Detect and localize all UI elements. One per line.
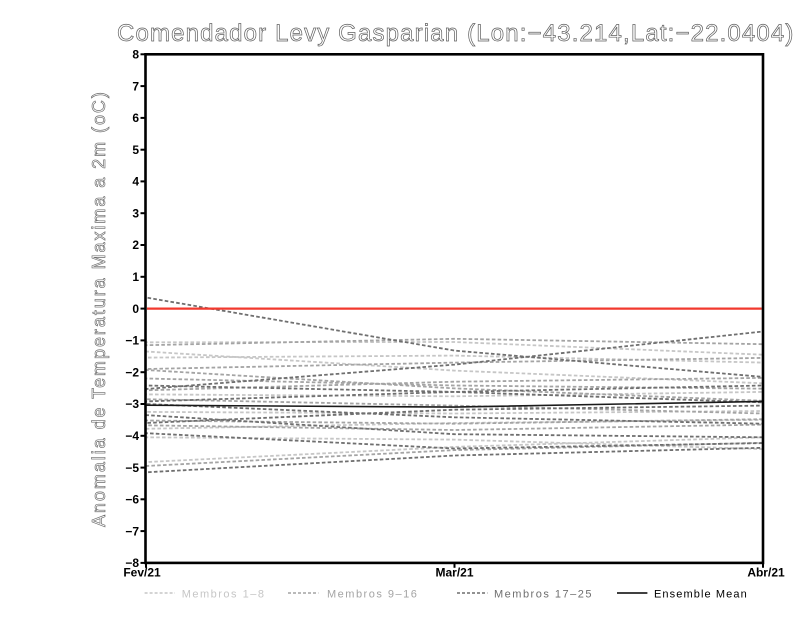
svg-text:Comendador Levy Gasparian (Lon: Comendador Levy Gasparian (Lon:−43.214,L… [117, 20, 795, 47]
svg-text:0: 0 [132, 302, 139, 316]
svg-text:2: 2 [132, 238, 139, 252]
svg-text:Mar/21: Mar/21 [435, 566, 473, 580]
svg-text:Membros 17–25: Membros 17–25 [494, 589, 593, 601]
svg-text:−4: −4 [125, 429, 139, 443]
svg-text:−1: −1 [125, 334, 139, 348]
svg-text:Fev/21: Fev/21 [123, 566, 161, 580]
svg-text:4: 4 [132, 175, 139, 189]
svg-text:1: 1 [132, 270, 139, 284]
svg-text:8: 8 [132, 48, 139, 62]
svg-text:Membros 9–16: Membros 9–16 [327, 589, 418, 601]
svg-text:−6: −6 [125, 493, 139, 507]
svg-text:−7: −7 [125, 524, 139, 538]
svg-text:Abr/21: Abr/21 [747, 566, 785, 580]
svg-text:−2: −2 [125, 365, 139, 379]
svg-text:−3: −3 [125, 397, 139, 411]
svg-text:3: 3 [132, 206, 139, 220]
svg-text:7: 7 [132, 79, 139, 93]
svg-text:5: 5 [132, 143, 139, 157]
svg-text:6: 6 [132, 111, 139, 125]
svg-text:Anomalia de Temperatura Maxima: Anomalia de Temperatura Maxima a 2m (oC) [89, 90, 109, 527]
svg-text:−5: −5 [125, 461, 139, 475]
svg-text:Ensemble Mean: Ensemble Mean [654, 589, 748, 601]
svg-text:−8: −8 [125, 556, 139, 570]
svg-text:Membros 1–8: Membros 1–8 [182, 589, 266, 601]
